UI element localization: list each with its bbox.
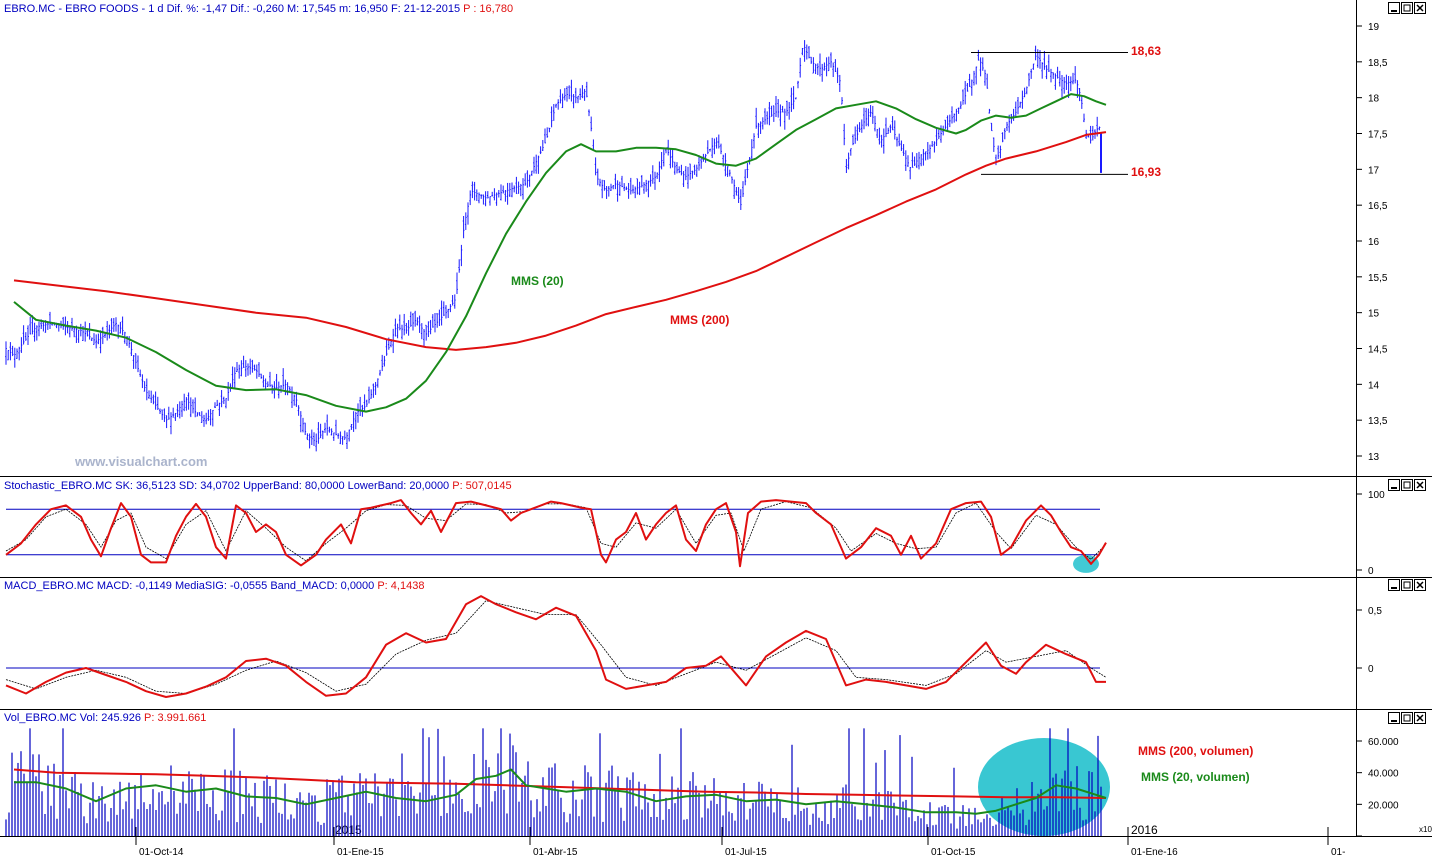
vol-header: Vol_EBRO.MC Vol: 245.926 P: 3.991.661: [4, 712, 206, 724]
low-label: 16,93: [1131, 165, 1161, 179]
stoch-sk-line: [5, 499, 1107, 568]
price-window-controls: [1388, 2, 1426, 14]
x10-label: x10: [1419, 825, 1432, 834]
y-tick-label: 60.000: [1368, 737, 1399, 748]
y-tick-label: 16: [1368, 237, 1380, 248]
stoch-y-axis: 100 0: [1357, 490, 1385, 577]
x-tick-label: 01-Jul-15: [725, 847, 767, 857]
panel-frames: [0, 0, 1432, 837]
x-tick-label: 01-Ene-15: [337, 847, 384, 857]
y-tick-label: 13: [1368, 452, 1380, 463]
macd-window-controls: [1388, 579, 1426, 591]
y-tick-label: 0,5: [1368, 606, 1382, 617]
maximize-button[interactable]: [1401, 579, 1413, 591]
stoch-window-controls: [1388, 479, 1426, 491]
close-button[interactable]: [1414, 479, 1426, 491]
y-tick-label: 18: [1368, 94, 1380, 105]
maximize-button[interactable]: [1401, 2, 1413, 14]
minimize-button[interactable]: [1388, 479, 1400, 491]
ma200-label: MMS (200): [670, 313, 729, 327]
vol-window-controls: [1388, 712, 1426, 724]
y-tick-label: 17: [1368, 165, 1380, 176]
y-tick-label: 17,5: [1368, 130, 1388, 141]
y-tick-label: 40.000: [1368, 769, 1399, 780]
y-tick-label: 19: [1368, 22, 1380, 33]
macd-signal-line: [5, 600, 1107, 694]
x-tick-label: 01-Abr-15: [533, 847, 578, 857]
y-tick-label: 15,5: [1368, 273, 1388, 284]
y-tick-label: 14: [1368, 380, 1380, 391]
year-2016-label: 2016: [1131, 823, 1158, 837]
y-tick-label: 100: [1368, 490, 1385, 501]
y-tick-label: 0: [1368, 566, 1374, 577]
stoch-highlight: [1073, 554, 1099, 573]
macd-header: MACD_EBRO.MC MACD: -0,1149 MediaSIG: -0,…: [4, 580, 424, 592]
ma20-line: [13, 93, 1107, 413]
chart-marks: 19 18,5 18 17,5 17 16,5 16 15,5 15 14,5 14 13,5 13 10…: [5, 22, 1399, 857]
x-tick-label: 01-Oct-15: [931, 847, 976, 857]
high-label: 18,63: [1131, 44, 1161, 58]
maximize-button[interactable]: [1401, 479, 1413, 491]
x-tick-label: 01-: [1331, 847, 1345, 857]
close-button[interactable]: [1414, 579, 1426, 591]
vol-ma200-line: [13, 768, 1107, 799]
y-tick-label: 0: [1368, 664, 1374, 675]
y-tick-label: 15: [1368, 309, 1380, 320]
vol-ma200-label: MMS (200, volumen): [1138, 744, 1253, 758]
y-tick-label: 14,5: [1368, 345, 1388, 356]
vol-y-axis: 60.000 40.000 20.000: [1357, 737, 1399, 837]
y-tick-label: 13,5: [1368, 416, 1388, 427]
close-button[interactable]: [1414, 2, 1426, 14]
price-candles: [5, 40, 1101, 452]
close-button[interactable]: [1414, 712, 1426, 724]
vol-ma20-label: MMS (20, volumen): [1141, 770, 1250, 784]
watermark: www.visualchart.com: [74, 454, 207, 469]
volume-bars: [5, 728, 1102, 836]
y-tick-label: 16,5: [1368, 201, 1388, 212]
maximize-button[interactable]: [1401, 712, 1413, 724]
minimize-button[interactable]: [1388, 712, 1400, 724]
y-tick-label: 20.000: [1368, 800, 1399, 811]
macd-y-axis: 0,50: [1357, 606, 1382, 675]
stoch-header: Stochastic_EBRO.MC SK: 36,5123 SD: 34,07…: [4, 480, 512, 492]
x-tick-label: 01-Ene-16: [1131, 847, 1178, 857]
vol-ma20-line: [14, 768, 1107, 815]
minimize-button[interactable]: [1388, 579, 1400, 591]
ma20-label: MMS (20): [511, 274, 564, 288]
x-tick-label: 01-Oct-14: [139, 847, 184, 857]
price-header: EBRO.MC - EBRO FOODS - 1 d Dif. %: -1,47…: [4, 3, 513, 15]
x-axis: 01-Oct-14 01-Ene-15 01-Abr-15 01-Jul-15 01-O…: [135, 827, 1345, 857]
ma200-line: [13, 131, 1107, 351]
minimize-button[interactable]: [1388, 2, 1400, 14]
y-tick-label: 18,5: [1368, 58, 1388, 69]
macd-line: [5, 595, 1106, 698]
price-y-axis: 19 18,5 18 17,5 17 16,5 16 15,5 15 14,5 14 13,5 13: [1357, 22, 1388, 463]
